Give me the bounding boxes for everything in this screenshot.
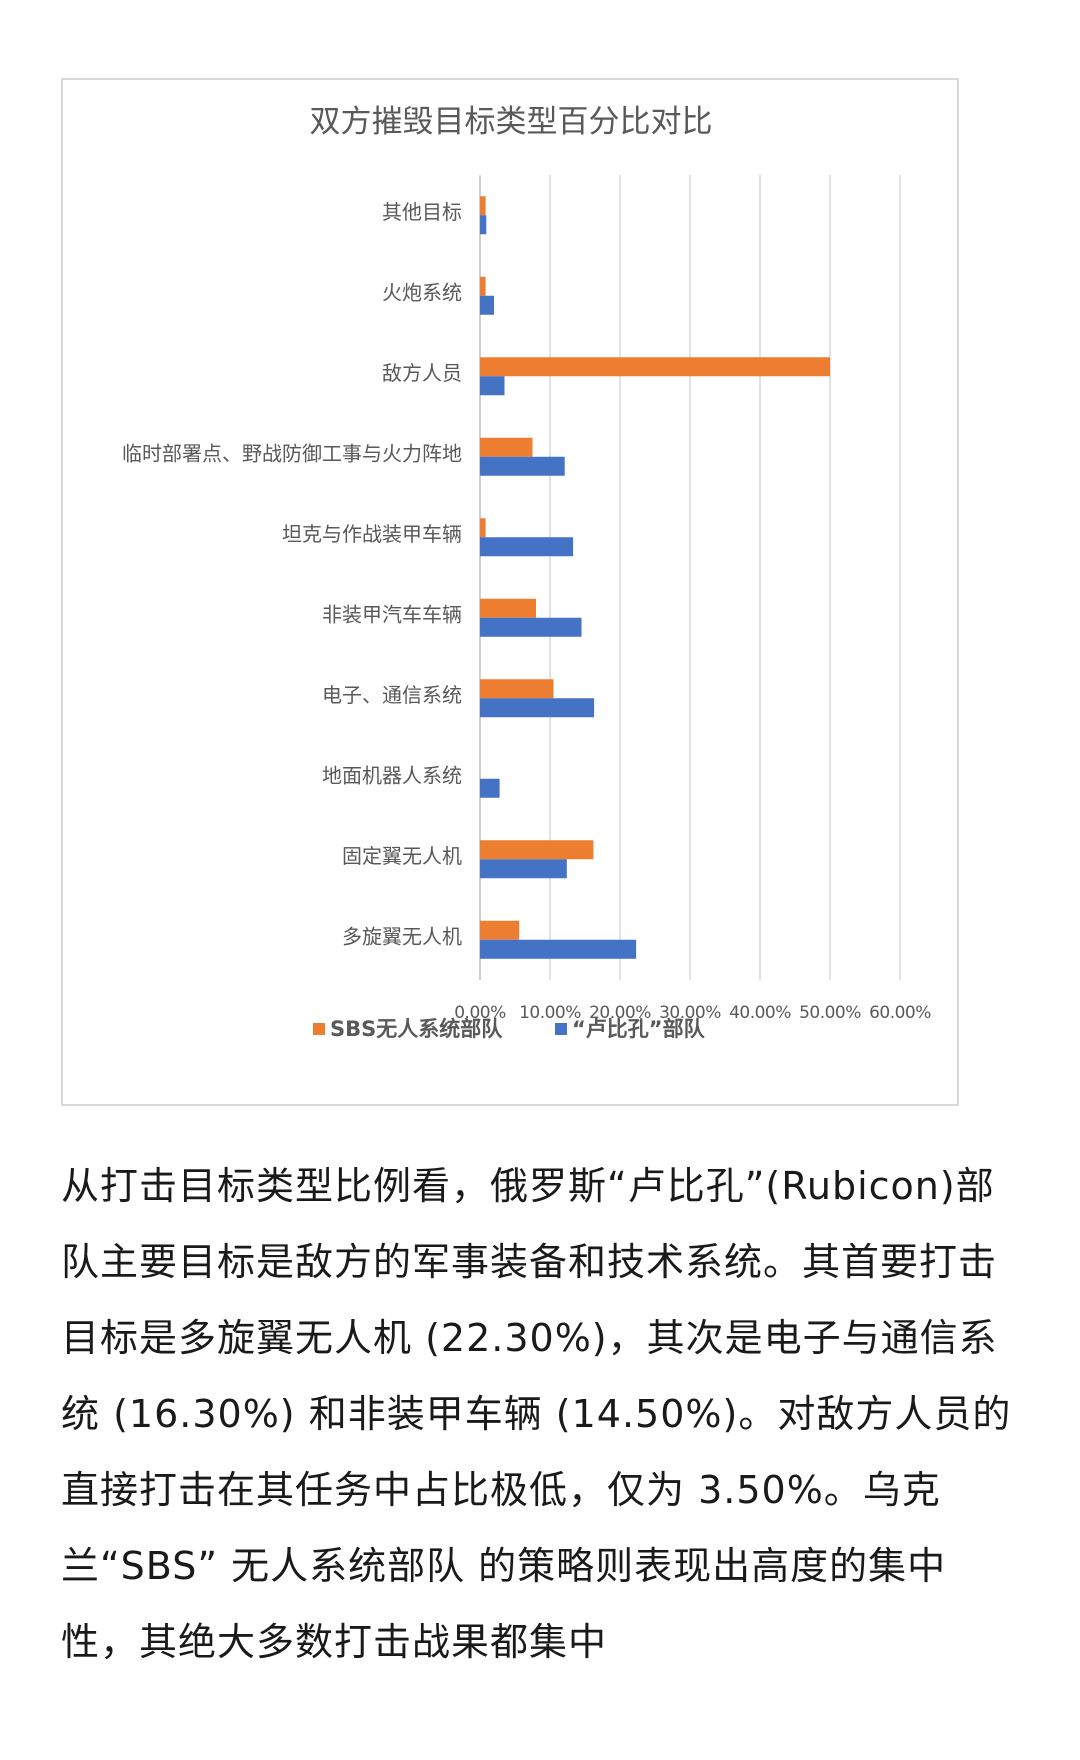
x-tick-label: 40.00%	[729, 1003, 791, 1023]
category-label: 地面机器人系统	[322, 763, 462, 787]
x-tick-label: 0.00%	[454, 1003, 506, 1023]
x-tick-label: 30.00%	[659, 1003, 721, 1023]
bar-chart: 双方摧毁目标类型百分比对比 其他目标火炮系统敌方人员临时部署点、野战防御工事与火…	[122, 104, 932, 1041]
x-tick-label: 10.00%	[519, 1003, 581, 1023]
bar-sbs	[480, 437, 533, 457]
x-tick-label: 20.00%	[589, 1003, 651, 1023]
category-label: 固定翼无人机	[342, 844, 462, 868]
legend-swatch	[313, 1023, 325, 1035]
bar-rubicon	[480, 778, 500, 798]
bar-rubicon	[480, 939, 637, 959]
bar-sbs	[480, 920, 520, 940]
category-label: 其他目标	[382, 200, 462, 224]
bar-rubicon	[480, 376, 505, 396]
legend-label: “卢比孔”部队	[572, 1017, 706, 1041]
bar-sbs	[480, 518, 486, 538]
category-label: 电子、通信系统	[322, 683, 462, 707]
category-label: 火炮系统	[382, 280, 462, 304]
bar-rubicon	[480, 698, 595, 718]
bar-rubicon	[480, 617, 582, 637]
bar-sbs	[480, 276, 486, 296]
bars	[480, 196, 830, 959]
category-label: 坦克与作战装甲车辆	[282, 522, 462, 546]
legend: SBS无人系统部队 “卢比孔”部队	[313, 1017, 706, 1041]
bar-rubicon	[480, 295, 494, 315]
chart-title: 双方摧毁目标类型百分比对比	[310, 104, 713, 140]
bar-rubicon	[480, 456, 565, 476]
category-labels: 其他目标火炮系统敌方人员临时部署点、野战防御工事与火力阵地坦克与作战装甲车辆非装…	[122, 200, 462, 949]
bar-sbs	[480, 196, 486, 216]
category-label: 临时部署点、野战防御工事与火力阵地	[122, 441, 462, 465]
bar-rubicon	[480, 537, 574, 557]
x-tick-label: 60.00%	[869, 1003, 931, 1023]
category-label: 非装甲汽车车辆	[322, 602, 462, 626]
article-paragraph: 从打击目标类型比例看，俄罗斯“卢比孔”(Rubicon)部队主要目标是敌方的军事…	[61, 1164, 1012, 1664]
bar-rubicon	[480, 215, 487, 235]
gridlines	[479, 175, 901, 980]
bar-sbs	[480, 840, 594, 860]
chart-container: 双方摧毁目标类型百分比对比 其他目标火炮系统敌方人员临时部署点、野战防御工事与火…	[61, 78, 959, 1106]
bar-sbs	[480, 598, 536, 618]
x-tick-labels: 0.00% 10.00% 20.00% 30.00% 40.00% 50.00% 60.00…	[454, 1003, 932, 1023]
x-tick-label: 50.00%	[799, 1003, 861, 1023]
bar-sbs	[480, 679, 554, 699]
bar-sbs	[480, 357, 830, 377]
category-label: 多旋翼无人机	[342, 924, 462, 948]
category-label: 敌方人员	[382, 361, 462, 385]
legend-label: SBS无人系统部队	[330, 1017, 503, 1041]
legend-swatch	[555, 1023, 567, 1035]
bar-rubicon	[480, 859, 567, 879]
